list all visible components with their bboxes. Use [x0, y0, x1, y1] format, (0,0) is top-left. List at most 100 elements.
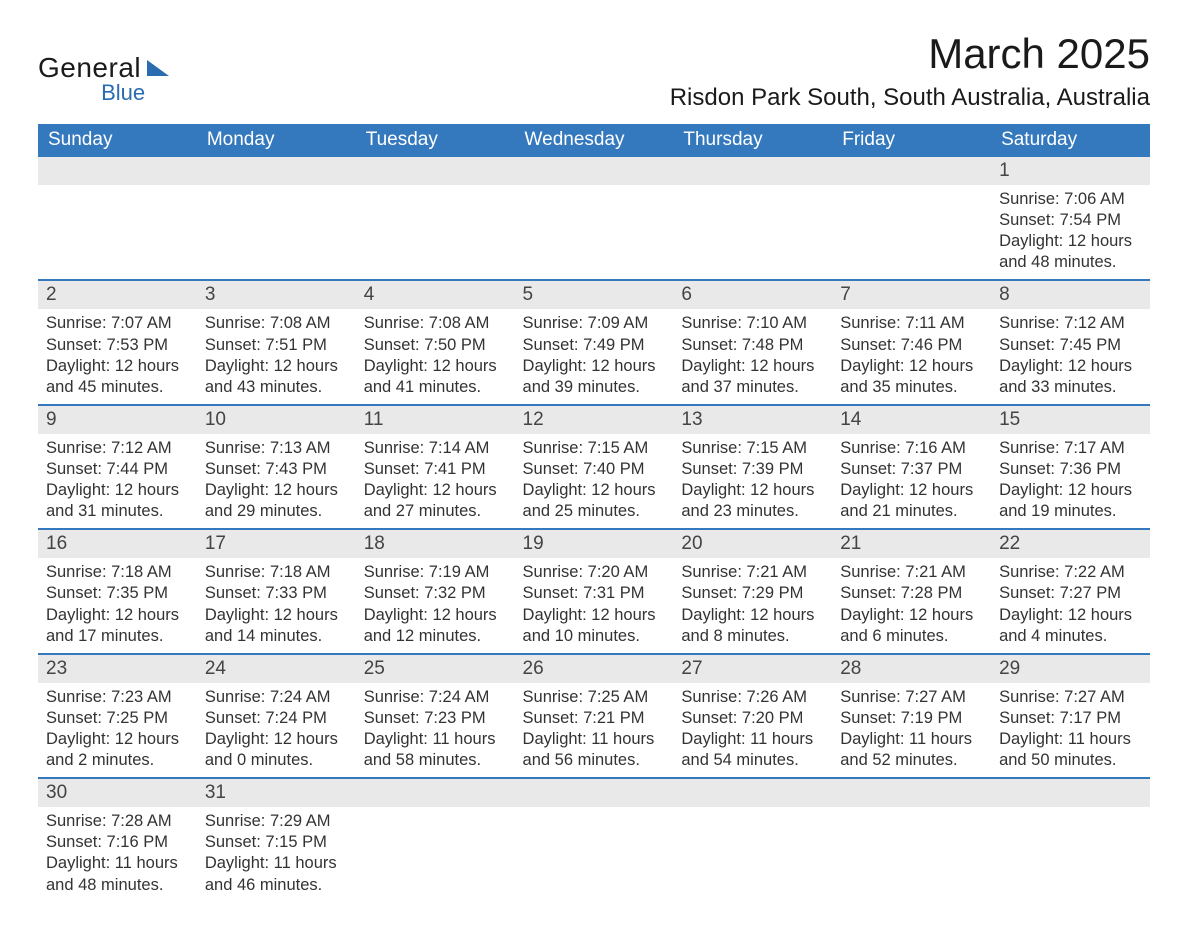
daylight-line: Daylight: 11 hours and 48 minutes.	[46, 853, 189, 895]
day-number: 11	[356, 406, 515, 434]
daylight-line: Daylight: 12 hours and 12 minutes.	[364, 605, 507, 647]
day-details: Sunrise: 7:20 AMSunset: 7:31 PMDaylight:…	[515, 558, 674, 652]
sunrise-line: Sunrise: 7:20 AM	[523, 562, 666, 583]
day-number: 14	[832, 406, 991, 434]
day-number: 22	[991, 530, 1150, 558]
sunset-line: Sunset: 7:31 PM	[523, 583, 666, 604]
day-number: 21	[832, 530, 991, 558]
sunrise-line: Sunrise: 7:21 AM	[840, 562, 983, 583]
sunset-line: Sunset: 7:54 PM	[999, 210, 1142, 231]
day-details	[515, 807, 674, 883]
day-details: Sunrise: 7:21 AMSunset: 7:28 PMDaylight:…	[832, 558, 991, 652]
calendar-week-row: 2Sunrise: 7:07 AMSunset: 7:53 PMDaylight…	[38, 280, 1150, 404]
calendar-body: 1Sunrise: 7:06 AMSunset: 7:54 PMDaylight…	[38, 157, 1150, 902]
calendar-table: SundayMondayTuesdayWednesdayThursdayFrid…	[38, 124, 1150, 902]
day-details: Sunrise: 7:18 AMSunset: 7:33 PMDaylight:…	[197, 558, 356, 652]
day-details: Sunrise: 7:13 AMSunset: 7:43 PMDaylight:…	[197, 434, 356, 528]
day-details	[832, 807, 991, 883]
calendar-cell: 10Sunrise: 7:13 AMSunset: 7:43 PMDayligh…	[197, 405, 356, 529]
sunrise-line: Sunrise: 7:07 AM	[46, 313, 189, 334]
day-details: Sunrise: 7:29 AMSunset: 7:15 PMDaylight:…	[197, 807, 356, 901]
sunset-line: Sunset: 7:21 PM	[523, 708, 666, 729]
calendar-cell	[197, 157, 356, 280]
calendar-cell: 28Sunrise: 7:27 AMSunset: 7:19 PMDayligh…	[832, 654, 991, 778]
calendar-cell: 20Sunrise: 7:21 AMSunset: 7:29 PMDayligh…	[673, 529, 832, 653]
calendar-cell	[356, 157, 515, 280]
weekday-header-row: SundayMondayTuesdayWednesdayThursdayFrid…	[38, 124, 1150, 157]
day-details: Sunrise: 7:23 AMSunset: 7:25 PMDaylight:…	[38, 683, 197, 777]
daylight-line: Daylight: 12 hours and 19 minutes.	[999, 480, 1142, 522]
sunset-line: Sunset: 7:17 PM	[999, 708, 1142, 729]
calendar-cell: 13Sunrise: 7:15 AMSunset: 7:39 PMDayligh…	[673, 405, 832, 529]
calendar-cell: 4Sunrise: 7:08 AMSunset: 7:50 PMDaylight…	[356, 280, 515, 404]
sunrise-line: Sunrise: 7:08 AM	[205, 313, 348, 334]
calendar-cell	[832, 778, 991, 901]
day-details	[356, 185, 515, 261]
day-details: Sunrise: 7:12 AMSunset: 7:44 PMDaylight:…	[38, 434, 197, 528]
day-number: 27	[673, 655, 832, 683]
daylight-line: Daylight: 12 hours and 37 minutes.	[681, 356, 824, 398]
day-number: 20	[673, 530, 832, 558]
calendar-cell: 18Sunrise: 7:19 AMSunset: 7:32 PMDayligh…	[356, 529, 515, 653]
day-details: Sunrise: 7:07 AMSunset: 7:53 PMDaylight:…	[38, 309, 197, 403]
day-number: 17	[197, 530, 356, 558]
day-number: 16	[38, 530, 197, 558]
day-details: Sunrise: 7:08 AMSunset: 7:51 PMDaylight:…	[197, 309, 356, 403]
calendar-cell	[38, 157, 197, 280]
day-details: Sunrise: 7:17 AMSunset: 7:36 PMDaylight:…	[991, 434, 1150, 528]
sunrise-line: Sunrise: 7:29 AM	[205, 811, 348, 832]
day-details: Sunrise: 7:11 AMSunset: 7:46 PMDaylight:…	[832, 309, 991, 403]
daylight-line: Daylight: 12 hours and 8 minutes.	[681, 605, 824, 647]
sunset-line: Sunset: 7:19 PM	[840, 708, 983, 729]
day-number	[991, 779, 1150, 807]
day-number: 23	[38, 655, 197, 683]
day-number: 24	[197, 655, 356, 683]
sunrise-line: Sunrise: 7:23 AM	[46, 687, 189, 708]
sunset-line: Sunset: 7:41 PM	[364, 459, 507, 480]
sunrise-line: Sunrise: 7:12 AM	[999, 313, 1142, 334]
daylight-line: Daylight: 12 hours and 39 minutes.	[523, 356, 666, 398]
day-details	[991, 807, 1150, 883]
sunset-line: Sunset: 7:40 PM	[523, 459, 666, 480]
day-details: Sunrise: 7:12 AMSunset: 7:45 PMDaylight:…	[991, 309, 1150, 403]
calendar-cell	[832, 157, 991, 280]
sunset-line: Sunset: 7:48 PM	[681, 335, 824, 356]
calendar-cell	[356, 778, 515, 901]
logo-triangle-icon	[147, 60, 169, 76]
calendar-cell: 12Sunrise: 7:15 AMSunset: 7:40 PMDayligh…	[515, 405, 674, 529]
daylight-line: Daylight: 11 hours and 56 minutes.	[523, 729, 666, 771]
sunset-line: Sunset: 7:50 PM	[364, 335, 507, 356]
sunset-line: Sunset: 7:25 PM	[46, 708, 189, 729]
sunrise-line: Sunrise: 7:15 AM	[681, 438, 824, 459]
sunrise-line: Sunrise: 7:16 AM	[840, 438, 983, 459]
daylight-line: Daylight: 12 hours and 29 minutes.	[205, 480, 348, 522]
daylight-line: Daylight: 12 hours and 10 minutes.	[523, 605, 666, 647]
calendar-cell	[673, 778, 832, 901]
day-number: 7	[832, 281, 991, 309]
calendar-cell: 22Sunrise: 7:22 AMSunset: 7:27 PMDayligh…	[991, 529, 1150, 653]
day-details: Sunrise: 7:24 AMSunset: 7:24 PMDaylight:…	[197, 683, 356, 777]
calendar-cell: 11Sunrise: 7:14 AMSunset: 7:41 PMDayligh…	[356, 405, 515, 529]
day-number: 4	[356, 281, 515, 309]
calendar-cell: 5Sunrise: 7:09 AMSunset: 7:49 PMDaylight…	[515, 280, 674, 404]
sunrise-line: Sunrise: 7:28 AM	[46, 811, 189, 832]
daylight-line: Daylight: 12 hours and 48 minutes.	[999, 231, 1142, 273]
calendar-week-row: 23Sunrise: 7:23 AMSunset: 7:25 PMDayligh…	[38, 654, 1150, 778]
calendar-cell: 14Sunrise: 7:16 AMSunset: 7:37 PMDayligh…	[832, 405, 991, 529]
day-number	[673, 157, 832, 185]
weekday-header: Sunday	[38, 124, 197, 157]
weekday-header: Saturday	[991, 124, 1150, 157]
sunrise-line: Sunrise: 7:21 AM	[681, 562, 824, 583]
calendar-cell	[515, 778, 674, 901]
sunset-line: Sunset: 7:24 PM	[205, 708, 348, 729]
calendar-cell: 9Sunrise: 7:12 AMSunset: 7:44 PMDaylight…	[38, 405, 197, 529]
daylight-line: Daylight: 12 hours and 31 minutes.	[46, 480, 189, 522]
day-number	[38, 157, 197, 185]
sunrise-line: Sunrise: 7:18 AM	[46, 562, 189, 583]
day-details: Sunrise: 7:19 AMSunset: 7:32 PMDaylight:…	[356, 558, 515, 652]
day-number: 19	[515, 530, 674, 558]
daylight-line: Daylight: 11 hours and 54 minutes.	[681, 729, 824, 771]
day-details: Sunrise: 7:14 AMSunset: 7:41 PMDaylight:…	[356, 434, 515, 528]
calendar-cell: 19Sunrise: 7:20 AMSunset: 7:31 PMDayligh…	[515, 529, 674, 653]
sunrise-line: Sunrise: 7:24 AM	[364, 687, 507, 708]
